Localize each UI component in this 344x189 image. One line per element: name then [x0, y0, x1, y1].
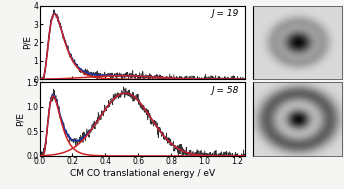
- Y-axis label: P/E: P/E: [23, 36, 32, 50]
- Text: J = 58: J = 58: [212, 86, 239, 95]
- X-axis label: CM CO translational energy / eV: CM CO translational energy / eV: [70, 169, 215, 178]
- Y-axis label: P/E: P/E: [16, 112, 25, 126]
- Text: J = 19: J = 19: [212, 9, 239, 18]
